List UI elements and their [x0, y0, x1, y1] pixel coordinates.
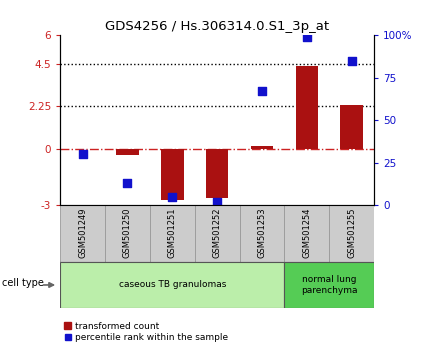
Bar — [329, 205, 374, 262]
Bar — [206, 149, 228, 198]
Point — [169, 194, 176, 200]
Text: GSM501253: GSM501253 — [258, 207, 267, 258]
Bar — [240, 205, 284, 262]
Point — [79, 152, 86, 157]
Text: GSM501250: GSM501250 — [123, 207, 132, 258]
Text: GSM501252: GSM501252 — [213, 207, 221, 258]
Bar — [296, 65, 318, 149]
Bar — [341, 105, 363, 149]
Text: GSM501255: GSM501255 — [347, 207, 356, 258]
Point — [304, 34, 310, 40]
Bar — [116, 149, 138, 155]
Bar — [284, 205, 329, 262]
Text: GSM501251: GSM501251 — [168, 207, 177, 258]
Bar — [60, 262, 284, 308]
Title: GDS4256 / Hs.306314.0.S1_3p_at: GDS4256 / Hs.306314.0.S1_3p_at — [105, 20, 329, 33]
Bar — [161, 149, 184, 200]
Text: caseous TB granulomas: caseous TB granulomas — [119, 280, 226, 290]
Bar — [251, 146, 273, 149]
Point — [258, 88, 265, 94]
Bar — [150, 205, 195, 262]
Bar — [284, 262, 374, 308]
Text: normal lung
parenchyma: normal lung parenchyma — [301, 275, 357, 295]
Bar — [60, 205, 105, 262]
Text: GSM501249: GSM501249 — [78, 207, 87, 258]
Legend: transformed count, percentile rank within the sample: transformed count, percentile rank withi… — [60, 318, 232, 346]
Text: GSM501254: GSM501254 — [302, 207, 311, 258]
Point — [214, 199, 221, 205]
Point — [124, 181, 131, 186]
Bar — [195, 205, 240, 262]
Text: cell type: cell type — [2, 278, 44, 288]
Bar — [105, 205, 150, 262]
Point — [348, 58, 355, 64]
